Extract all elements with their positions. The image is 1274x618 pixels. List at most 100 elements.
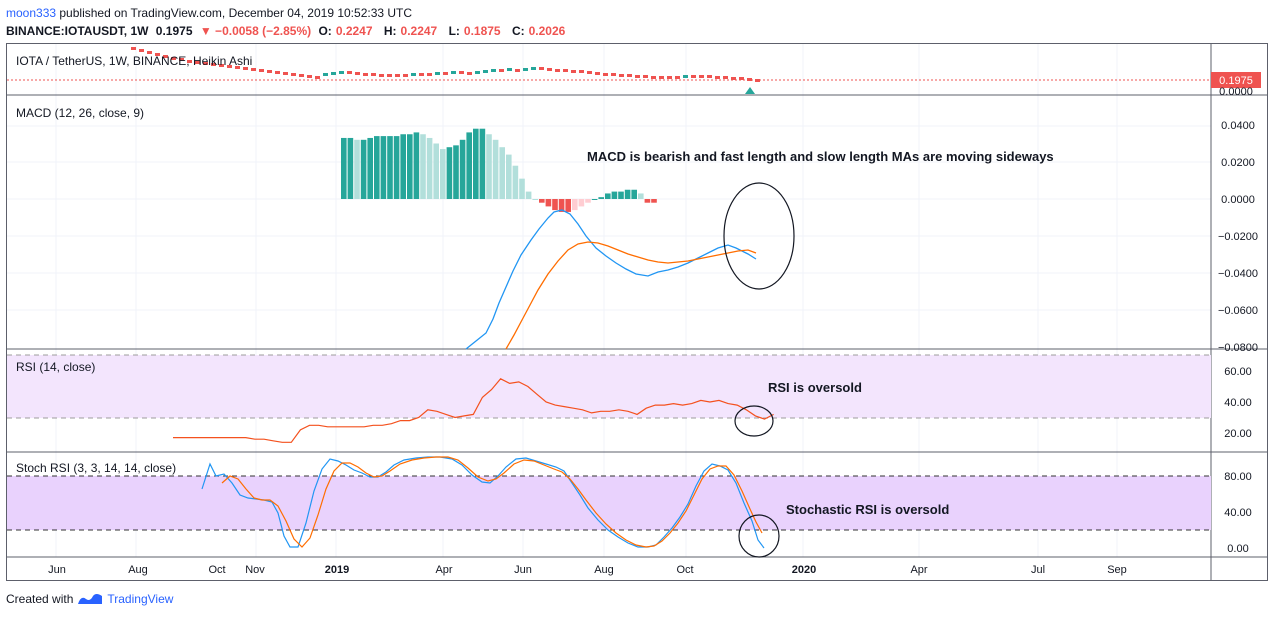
price-candle [251, 68, 256, 71]
marker-up-icon [745, 87, 755, 94]
chart-header: moon333 published on TradingView.com, De… [6, 4, 573, 40]
time-axis[interactable]: Jun Aug Oct Nov 2019 Apr Jun Aug Oct 202… [48, 564, 1127, 576]
macd-annotation: MACD is bearish and fast length and slow… [587, 149, 1054, 164]
macd-histogram-bar [506, 154, 512, 199]
created-with-label: Created with [6, 592, 74, 606]
price-candle [371, 73, 376, 76]
price-candle [227, 65, 232, 68]
price-candle [571, 70, 576, 73]
tradingview-logo-icon [78, 594, 103, 604]
macd-histogram-bar [585, 199, 591, 203]
price-candle [315, 76, 320, 79]
price-candle [243, 67, 248, 70]
high-label: H: [383, 24, 397, 38]
price-candle [179, 58, 184, 61]
price-candle [307, 75, 312, 78]
price-candles [131, 47, 760, 82]
price-candle [403, 74, 408, 77]
stoch-tick: 80.00 [1224, 471, 1252, 483]
macd-histogram-bar [453, 145, 459, 199]
macd-histogram-bar [512, 165, 519, 199]
time-tick: Apr [435, 564, 452, 576]
footer: Created with TradingView [6, 592, 173, 606]
price-candle [531, 67, 536, 70]
macd-tick: −0.0600 [1218, 305, 1258, 317]
macd-tick: 0.0400 [1221, 120, 1255, 132]
macd-histogram-bar [367, 137, 373, 199]
price-candle [603, 73, 608, 76]
price-candle [611, 73, 616, 76]
rsi-line [173, 378, 774, 443]
rsi-circle-highlight [734, 405, 774, 437]
macd-tick: 0.0200 [1221, 157, 1255, 169]
price-candle [747, 78, 752, 81]
macd-histogram-bar [360, 139, 367, 199]
price-candle [331, 72, 336, 75]
macd-histogram-bar [393, 136, 400, 199]
price-change: ▼ −0.0058 (−2.85%) [199, 24, 312, 38]
stoch-axis: 80.00 40.00 0.00 [1224, 471, 1252, 555]
chart-svg[interactable]: IOTA / TetherUS, 1W, BINANCE, Heikin Ash… [6, 43, 1268, 581]
price-pane-title: IOTA / TetherUS, 1W, BINANCE, Heikin Ash… [16, 54, 252, 68]
price-candle [427, 73, 432, 76]
stoch-tick: 40.00 [1224, 507, 1252, 519]
price-candle [419, 73, 424, 76]
price-candle [723, 76, 728, 79]
macd-histogram-bar [499, 147, 505, 199]
chart-area[interactable]: IOTA / TetherUS, 1W, BINANCE, Heikin Ash… [6, 43, 1268, 581]
price-candle [299, 74, 304, 77]
macd-histogram-bar [558, 199, 565, 212]
macd-pane-title: MACD (12, 26, close, 9) [16, 106, 144, 120]
price-candle [323, 73, 328, 76]
macd-histogram-bar [611, 191, 618, 199]
macd-histogram-bar [578, 199, 585, 207]
time-tick: Jul [1031, 564, 1045, 576]
rsi-tick: 60.00 [1224, 366, 1252, 378]
macd-histogram-bar [459, 139, 466, 199]
rsi-band [7, 355, 1211, 418]
author-link[interactable]: moon333 [6, 6, 57, 20]
price-candle [259, 69, 264, 72]
price-candle [627, 74, 632, 77]
price-candle [683, 75, 688, 78]
price-candle [707, 75, 712, 78]
price-candle [195, 61, 200, 64]
macd-histogram-bar [591, 199, 598, 200]
price-candle [411, 73, 416, 76]
macd-histogram-bar [440, 149, 446, 199]
macd-histogram-bar [618, 191, 624, 199]
macd-histogram-bar [420, 134, 426, 199]
macd-histogram-bar [624, 189, 631, 199]
rsi-pane-title: RSI (14, close) [16, 360, 95, 374]
price-candle [187, 60, 192, 63]
rsi-annotation: RSI is oversold [768, 380, 862, 395]
price-candle [483, 70, 488, 73]
macd-histogram-bar [466, 132, 472, 199]
stoch-band [7, 476, 1211, 530]
macd-histogram-bar [539, 199, 545, 203]
macd-histogram-bar [446, 147, 453, 199]
tradingview-link[interactable]: TradingView [107, 592, 174, 606]
macd-histogram [341, 128, 657, 212]
stoch-d-line [221, 456, 763, 548]
price-candle [291, 73, 296, 76]
macd-histogram-bar [413, 132, 420, 199]
price-candle [515, 69, 520, 72]
price-candle [355, 72, 360, 75]
price-candle [755, 79, 760, 82]
close-value: 0.2026 [528, 24, 566, 38]
price-candle [539, 67, 544, 70]
price-candle [451, 71, 456, 74]
time-tick: 2020 [792, 564, 816, 576]
macd-histogram-bar [651, 199, 657, 203]
rsi-axis: 60.00 40.00 20.00 [1224, 366, 1252, 440]
macd-histogram-bar [545, 199, 552, 207]
price-candle [163, 55, 168, 58]
rsi-tick: 40.00 [1224, 397, 1252, 409]
macd-histogram-bar [492, 139, 499, 199]
macd-histogram-bar [532, 199, 538, 200]
grid [7, 44, 1211, 557]
price-candle [283, 72, 288, 75]
time-tick: 2019 [325, 564, 349, 576]
time-tick: Jun [48, 564, 66, 576]
